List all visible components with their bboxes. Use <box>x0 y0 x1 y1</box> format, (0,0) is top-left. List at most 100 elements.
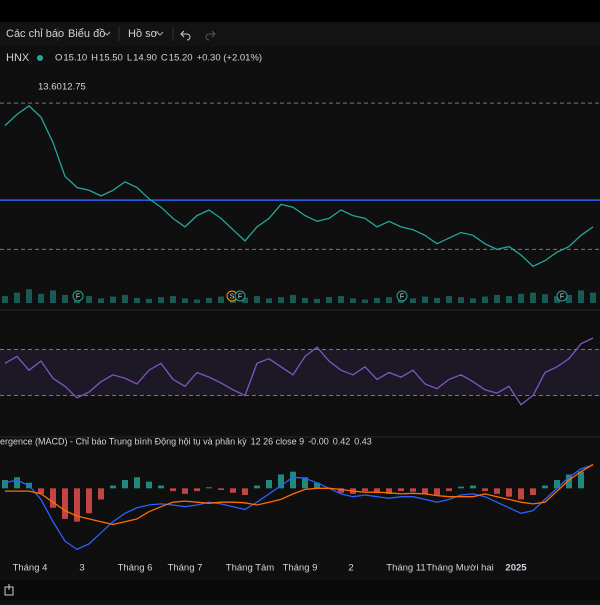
volume-bar <box>98 298 104 303</box>
volume-bar <box>278 297 284 303</box>
chart-button[interactable]: Biểu đồ <box>68 28 105 40</box>
event-label: S <box>230 293 235 300</box>
histogram-bar <box>482 488 488 492</box>
price-label: 12.75 <box>62 82 86 93</box>
volume-bar <box>50 290 56 303</box>
histogram-bar <box>14 477 20 489</box>
volume-bar <box>110 296 116 303</box>
event-marker <box>556 290 568 302</box>
x-axis-label: 3 <box>79 563 84 574</box>
dropdown-icon <box>156 31 164 36</box>
volume-bar <box>470 298 476 303</box>
volume-bar <box>218 296 224 303</box>
volume-bar <box>86 296 92 303</box>
volume-bar <box>554 296 560 303</box>
event-marker <box>396 290 408 302</box>
volume-bar <box>494 294 500 303</box>
volume-bar <box>14 292 20 303</box>
histogram-bar <box>362 488 368 492</box>
volume-bar <box>422 296 428 303</box>
histogram-bar <box>242 488 248 495</box>
series-line <box>4 337 594 406</box>
x-axis-label: Tháng 9 <box>283 563 318 574</box>
event-label: F <box>400 293 404 300</box>
series-line <box>4 105 594 268</box>
volume-bar <box>182 298 188 303</box>
x-axis-label: Tháng Mười hai <box>426 563 494 574</box>
volume-bar <box>242 297 248 303</box>
volume-bar <box>578 290 584 303</box>
histogram-bar <box>374 488 380 493</box>
x-axis-label: 2 <box>348 563 353 574</box>
histogram-bar <box>470 485 476 489</box>
histogram-bar <box>422 488 428 494</box>
histogram-bar <box>410 488 416 492</box>
histogram-bar <box>266 480 272 489</box>
histogram-bar <box>2 480 8 489</box>
indicators-button[interactable]: Các chỉ báo <box>6 28 64 40</box>
undo-icon[interactable] <box>180 30 191 41</box>
export-icon[interactable] <box>4 584 14 596</box>
histogram-bar <box>398 488 404 492</box>
price-label: 13.60 <box>38 82 62 93</box>
macd-legend-title: ergence (MACD) - Chỉ báo Trung bình Động… <box>0 436 247 446</box>
macd-legend-macd: 0.42 <box>333 436 351 446</box>
event-label: F <box>76 293 80 300</box>
event-marker <box>234 290 246 302</box>
volume-bar <box>122 294 128 303</box>
legend-h-label: H <box>91 53 98 64</box>
legend-change: +0.30 (+2.01%) <box>197 53 263 64</box>
histogram-bar <box>170 488 176 492</box>
volume-bar <box>158 297 164 303</box>
histogram-bar <box>62 488 68 519</box>
histogram-bar <box>314 482 320 489</box>
volume-bar <box>254 296 260 303</box>
histogram-bar <box>530 488 536 495</box>
histogram-bar <box>458 486 464 489</box>
profile-button[interactable]: Hồ sơ <box>128 28 158 40</box>
volume-bar <box>302 297 308 303</box>
histogram-bar <box>38 488 44 494</box>
histogram-bar <box>122 480 128 489</box>
volume-bar <box>134 297 140 303</box>
histogram-bar <box>566 474 572 489</box>
event-label: F <box>238 293 242 300</box>
histogram-bar <box>218 488 224 490</box>
histogram-bar <box>434 488 440 495</box>
volume-bar <box>326 297 332 303</box>
volume-bar <box>290 294 296 303</box>
histogram-bar <box>386 488 392 494</box>
volume-bar <box>206 297 212 303</box>
volume-bar <box>62 294 68 303</box>
volume-bar <box>266 298 272 303</box>
x-axis-label: Tháng 11 <box>386 563 425 574</box>
volume-bar <box>566 294 572 303</box>
histogram-bar <box>182 488 188 494</box>
x-axis-label: Tháng 7 <box>168 563 203 574</box>
volume-bar <box>482 296 488 303</box>
volume-bar <box>2 296 8 303</box>
redo-icon[interactable] <box>205 30 216 41</box>
legend-c-label: C <box>161 53 168 64</box>
volume-bar <box>434 297 440 303</box>
volume-bar <box>194 299 200 303</box>
volume-bar <box>146 298 152 303</box>
histogram-bar <box>158 485 164 489</box>
volume-bar <box>410 298 416 303</box>
x-axis-label: 2025 <box>505 563 527 574</box>
volume-bar <box>590 292 596 303</box>
histogram-bar <box>494 488 500 494</box>
volume-bar <box>374 297 380 303</box>
histogram-bar <box>50 488 56 508</box>
volume-bar <box>314 298 320 303</box>
volume-bar <box>530 292 536 303</box>
ohlc-legend: O 15.10 H 15.50 L 14.90 C 15.20 +0.30 (+2.01%) <box>55 53 262 64</box>
legend-low: 14.90 <box>133 53 157 64</box>
macd-legend-hist: -0.00 <box>308 436 329 446</box>
event-label: F <box>560 293 564 300</box>
volume-bar <box>386 297 392 303</box>
volume-bar <box>518 293 524 303</box>
